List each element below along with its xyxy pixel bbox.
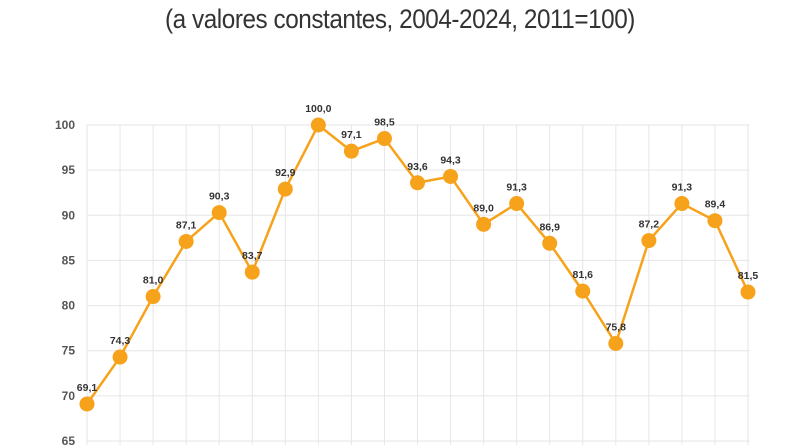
chart-subtitle: (a valores constantes, 2004-2024, 2011=1…: [165, 4, 635, 34]
data-point: [376, 131, 392, 147]
data-point: [112, 349, 128, 365]
data-point: [410, 175, 425, 191]
data-point: [79, 396, 95, 412]
data-label: 81,0: [143, 275, 164, 287]
y-tick-label: 75: [62, 344, 76, 358]
data-label: 91,3: [506, 182, 527, 194]
data-point: [178, 233, 194, 249]
data-point: [641, 233, 657, 249]
data-label: 69,1: [77, 382, 98, 394]
y-tick-label: 90: [62, 208, 76, 222]
data-label: 89,0: [473, 202, 494, 214]
data-point: [707, 213, 723, 229]
data-point: [145, 289, 161, 305]
data-label: 97,1: [341, 129, 362, 141]
y-tick-label: 80: [62, 299, 76, 313]
data-point: [740, 284, 756, 300]
data-point: [443, 168, 459, 184]
y-tick-label: 85: [62, 253, 76, 267]
data-label: 87,1: [176, 219, 197, 231]
data-label: 81,6: [573, 269, 594, 281]
y-tick-label: 95: [62, 163, 76, 177]
data-label: 75,8: [606, 321, 627, 333]
y-tick-label: 70: [62, 389, 76, 403]
data-point: [608, 335, 624, 351]
data-label: 93,6: [407, 161, 428, 173]
data-label: 91,3: [672, 182, 693, 194]
data-label: 89,4: [705, 199, 726, 211]
data-label: 94,3: [440, 154, 461, 166]
data-label: 90,3: [209, 191, 230, 203]
y-tick-label: 65: [62, 434, 76, 445]
data-point: [211, 205, 227, 221]
data-point: [277, 181, 293, 197]
data-point: [509, 196, 525, 212]
data-label: 81,5: [738, 270, 759, 282]
data-label: 87,2: [639, 219, 660, 231]
data-label: 74,3: [110, 335, 131, 347]
data-label: 100,0: [305, 103, 331, 115]
data-point: [542, 235, 558, 251]
data-label: 98,5: [374, 117, 395, 129]
data-label: 86,9: [539, 221, 560, 233]
data-label: 92,9: [275, 167, 296, 179]
data-point: [310, 117, 326, 133]
data-point: [244, 264, 260, 280]
data-point: [476, 216, 492, 232]
data-point: [343, 143, 359, 159]
data-point: [674, 196, 690, 212]
y-tick-label: 100: [55, 118, 75, 132]
data-point: [575, 283, 591, 299]
data-label: 83,7: [242, 250, 263, 262]
